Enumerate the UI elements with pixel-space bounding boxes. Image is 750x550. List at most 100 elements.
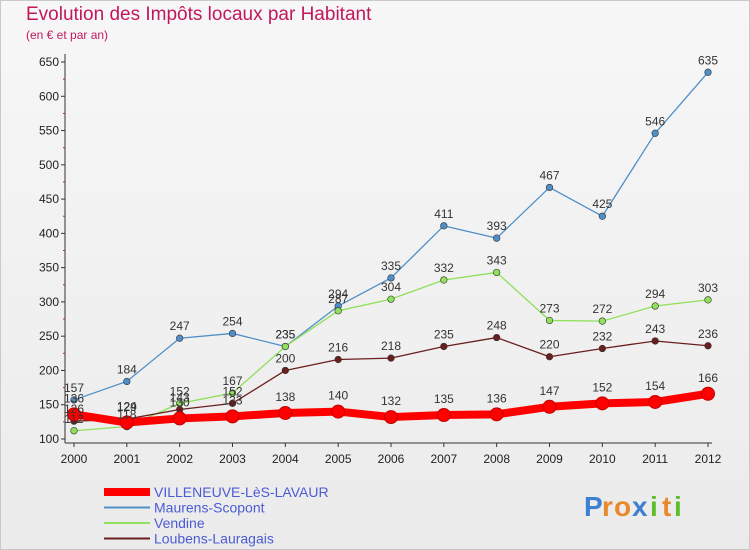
data-point bbox=[493, 234, 501, 242]
x-tick-label: 2003 bbox=[219, 452, 246, 466]
data-label: 157 bbox=[64, 381, 84, 395]
data-point bbox=[387, 274, 395, 282]
data-label: 287 bbox=[328, 292, 348, 306]
data-point bbox=[387, 295, 395, 303]
data-label: 335 bbox=[381, 259, 401, 273]
data-label: 218 bbox=[381, 339, 401, 353]
data-point bbox=[542, 399, 557, 414]
x-tick-label: 2001 bbox=[113, 452, 140, 466]
data-label: 232 bbox=[592, 330, 612, 344]
y-tick-label: 650 bbox=[39, 55, 59, 69]
x-tick-label: 2000 bbox=[61, 452, 88, 466]
data-point bbox=[278, 405, 293, 420]
data-point bbox=[334, 307, 342, 315]
data-label: 138 bbox=[275, 390, 295, 404]
data-label: 243 bbox=[645, 322, 665, 336]
y-tick-label: 100 bbox=[39, 432, 59, 446]
data-point bbox=[489, 407, 504, 422]
data-label: 135 bbox=[434, 392, 454, 406]
y-tick-label: 450 bbox=[39, 192, 59, 206]
brand-logo-letter: t bbox=[662, 491, 671, 522]
brand-logo-letter: o bbox=[614, 491, 631, 522]
data-label: 248 bbox=[487, 319, 507, 333]
data-point bbox=[704, 342, 712, 350]
data-point bbox=[436, 408, 451, 423]
data-label: 467 bbox=[539, 168, 559, 182]
data-label: 411 bbox=[434, 207, 453, 221]
data-point bbox=[119, 415, 134, 430]
data-point bbox=[701, 386, 715, 401]
data-point bbox=[545, 183, 554, 192]
data-label: 130 bbox=[170, 395, 190, 409]
legend-label: Vendine bbox=[154, 515, 205, 531]
brand-logo-letter: r bbox=[602, 491, 613, 522]
data-point bbox=[651, 302, 659, 310]
data-point bbox=[225, 409, 240, 424]
data-label: 216 bbox=[328, 340, 348, 354]
data-label: 303 bbox=[698, 281, 718, 295]
x-tick-label: 2002 bbox=[166, 452, 193, 466]
data-label: 129 bbox=[117, 400, 137, 414]
x-tick-label: 2006 bbox=[378, 452, 405, 466]
data-label: 152 bbox=[222, 384, 242, 398]
data-point bbox=[334, 355, 342, 364]
y-tick-label: 200 bbox=[39, 363, 59, 377]
legend-label: Loubens-Lauragais bbox=[154, 531, 274, 547]
data-label: 154 bbox=[645, 379, 665, 393]
data-point bbox=[440, 276, 448, 284]
brand-logo-letter: i bbox=[674, 491, 682, 522]
brand-logo-letter: i bbox=[650, 491, 658, 522]
data-label: 136 bbox=[487, 391, 507, 405]
data-label: 546 bbox=[645, 114, 665, 128]
x-tick-label: 2008 bbox=[483, 452, 510, 466]
data-point bbox=[545, 353, 554, 361]
data-label: 133 bbox=[222, 393, 242, 407]
data-label: 184 bbox=[117, 362, 137, 376]
data-label: 200 bbox=[275, 351, 295, 365]
data-point bbox=[440, 222, 448, 230]
data-point bbox=[598, 317, 606, 325]
data-point bbox=[440, 342, 448, 351]
data-point bbox=[651, 337, 659, 345]
data-label: 425 bbox=[592, 197, 612, 211]
data-label: 143 bbox=[170, 391, 190, 405]
data-label: 273 bbox=[539, 301, 559, 315]
data-label: 393 bbox=[487, 219, 507, 233]
data-point bbox=[545, 316, 554, 325]
data-point bbox=[228, 389, 237, 397]
y-tick-label: 150 bbox=[39, 398, 59, 412]
x-tick-label: 2011 bbox=[642, 452, 668, 466]
data-point bbox=[331, 404, 346, 419]
x-tick-label: 2007 bbox=[430, 452, 457, 466]
data-point bbox=[70, 396, 78, 404]
data-point bbox=[648, 394, 663, 409]
data-label: 140 bbox=[328, 389, 348, 403]
data-point bbox=[595, 396, 610, 411]
data-label: 167 bbox=[222, 374, 242, 388]
y-tick-label: 250 bbox=[39, 329, 59, 343]
data-point bbox=[228, 329, 237, 338]
data-label: 112 bbox=[64, 412, 83, 426]
chart-subtitle: (en € et par an) bbox=[26, 28, 109, 42]
y-tick-label: 400 bbox=[39, 226, 59, 240]
data-label: 147 bbox=[539, 384, 559, 398]
y-tick-label: 600 bbox=[39, 89, 59, 103]
x-tick-label: 2009 bbox=[536, 452, 563, 466]
data-label: 118 bbox=[117, 408, 136, 422]
data-point bbox=[651, 129, 659, 137]
data-point bbox=[176, 334, 184, 342]
x-tick-label: 2005 bbox=[325, 452, 352, 466]
data-point bbox=[281, 366, 289, 375]
data-point bbox=[493, 268, 501, 277]
data-point bbox=[704, 68, 712, 76]
y-tick-label: 550 bbox=[39, 124, 59, 138]
data-label: 332 bbox=[434, 261, 454, 275]
data-point bbox=[281, 342, 289, 351]
data-label: 294 bbox=[328, 287, 348, 301]
data-label: 126 bbox=[64, 402, 84, 416]
data-label: 235 bbox=[434, 327, 454, 341]
data-label: 247 bbox=[170, 319, 190, 333]
data-point bbox=[67, 407, 81, 422]
brand-logo-letter: P bbox=[584, 491, 603, 522]
